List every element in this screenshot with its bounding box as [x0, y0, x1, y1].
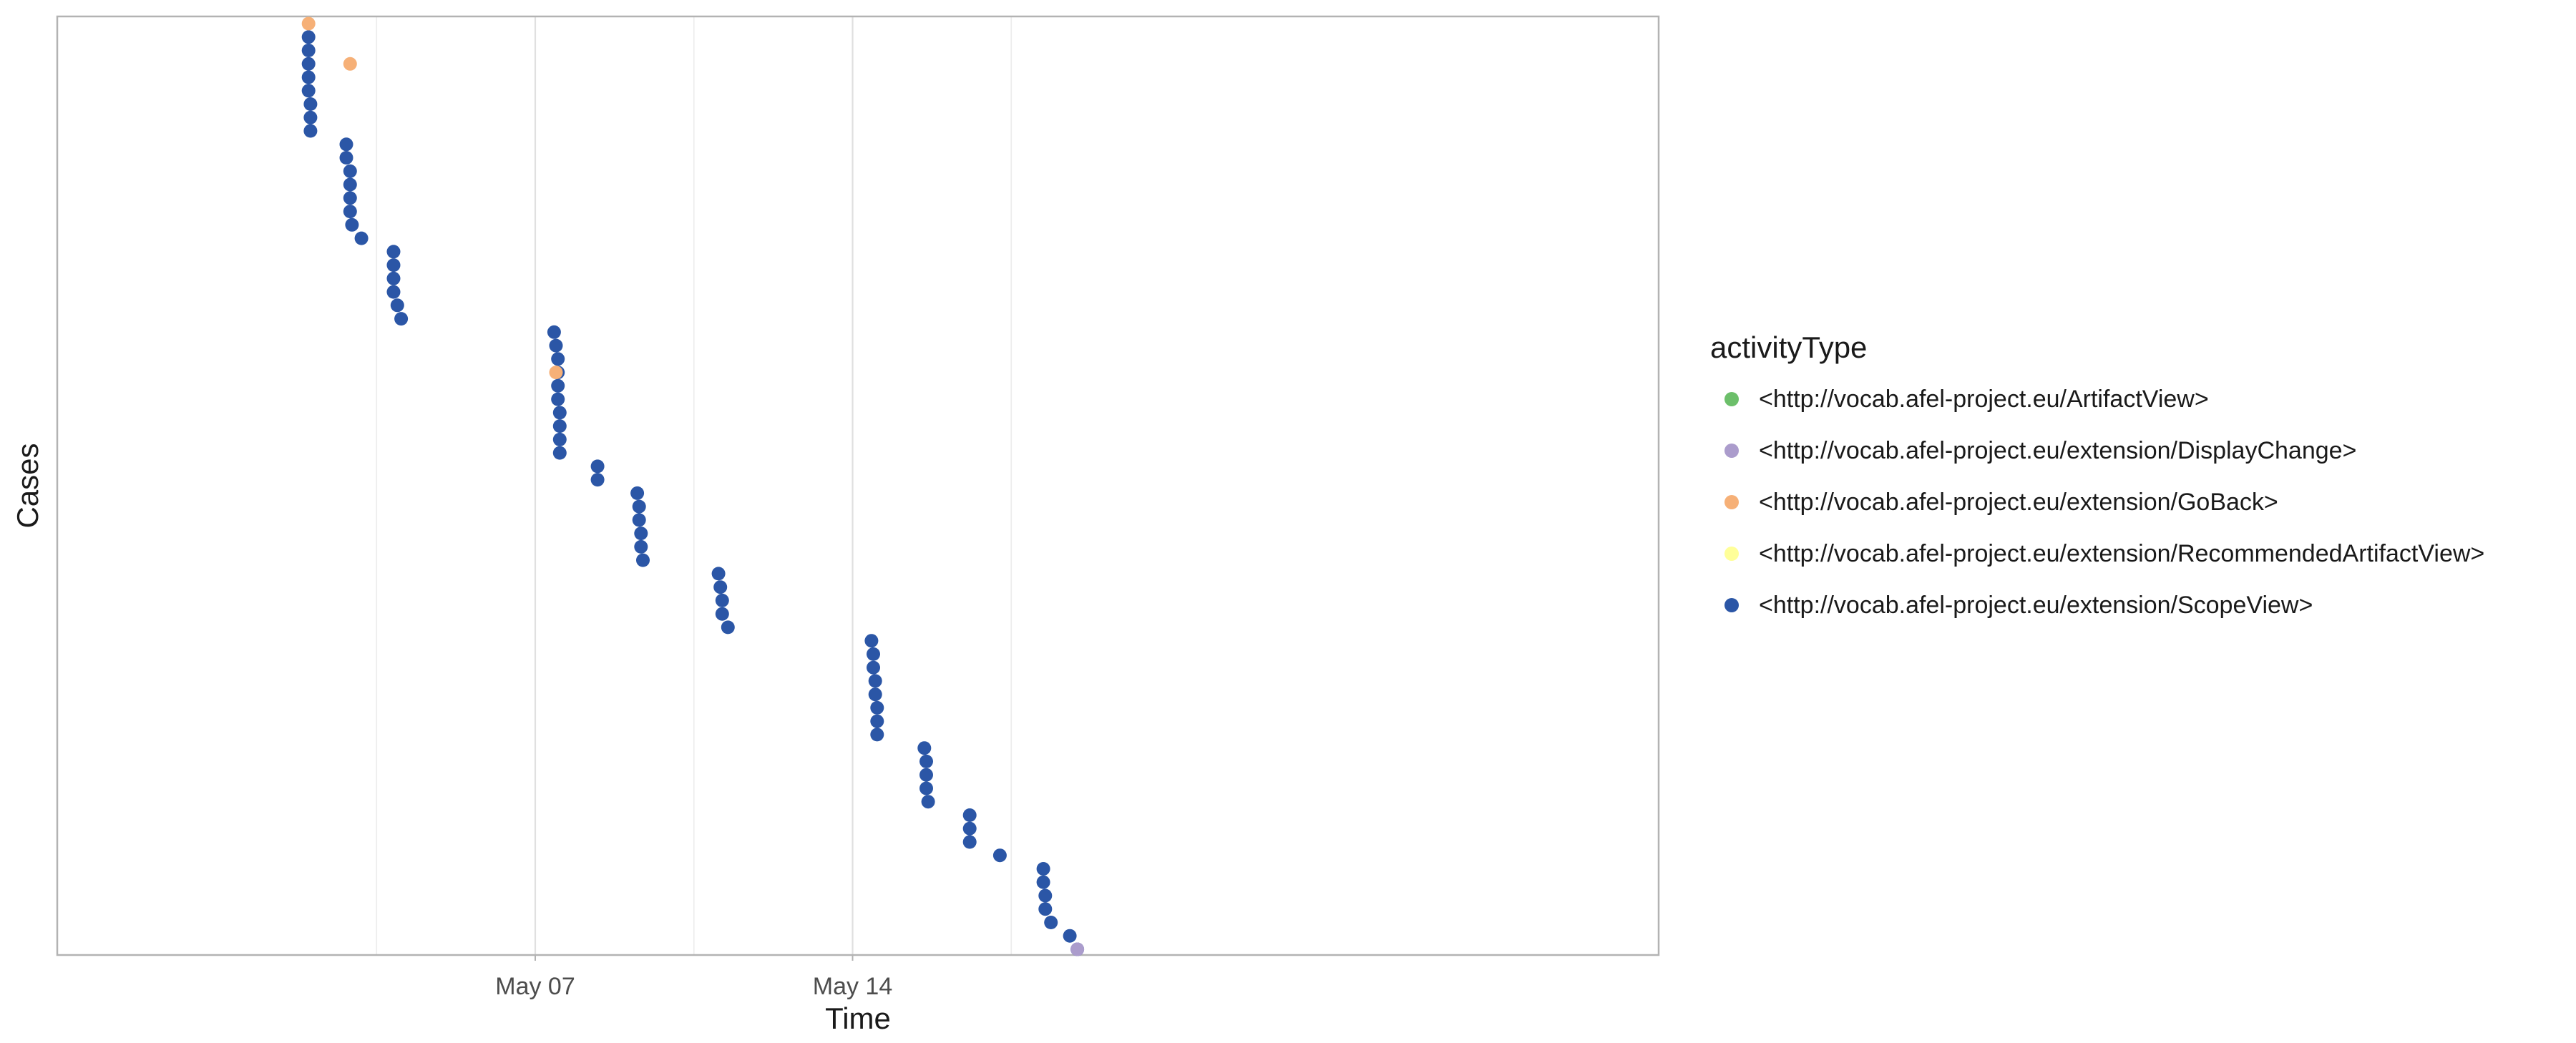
- data-point: [303, 124, 318, 138]
- data-point: [343, 57, 357, 71]
- data-point: [715, 607, 729, 621]
- data-point: [552, 446, 567, 460]
- data-point: [711, 567, 726, 581]
- data-point: [551, 378, 565, 393]
- data-point: [301, 84, 316, 98]
- data-point: [549, 338, 563, 353]
- legend-items: <http://vocab.afel-project.eu/ArtifactVi…: [1710, 373, 2484, 631]
- data-point: [549, 366, 563, 380]
- data-point: [303, 110, 318, 124]
- data-point: [345, 217, 359, 232]
- data-point: [917, 741, 932, 755]
- legend-title: activityType: [1710, 330, 1868, 364]
- data-point: [632, 499, 646, 514]
- legend-item: <http://vocab.afel-project.eu/extension/…: [1710, 476, 2484, 528]
- x-tick-label: May 14: [813, 973, 893, 1000]
- y-axis-title: Cases: [11, 443, 44, 528]
- legend-item: <http://vocab.afel-project.eu/extension/…: [1710, 579, 2484, 631]
- data-point: [634, 539, 648, 554]
- data-point: [919, 768, 933, 782]
- x-axis-ticks: May 07 May 14: [495, 955, 892, 1000]
- data-point: [301, 57, 316, 71]
- data-point: [551, 352, 565, 366]
- data-points: [301, 16, 1085, 956]
- data-point: [867, 660, 880, 675]
- legend-key-dot: [1724, 444, 1739, 458]
- data-point: [1038, 902, 1053, 916]
- legend-key-dot: [1724, 547, 1739, 561]
- legend-label: <http://vocab.afel-project.eu/ArtifactVi…: [1759, 385, 2209, 413]
- data-point: [921, 795, 935, 809]
- data-point: [339, 137, 353, 152]
- data-point: [1036, 862, 1050, 876]
- data-point: [301, 16, 316, 31]
- data-point: [552, 406, 567, 420]
- data-point: [962, 821, 977, 836]
- data-point: [868, 674, 882, 688]
- data-point: [630, 486, 645, 500]
- data-point: [632, 513, 646, 527]
- data-point: [868, 687, 882, 702]
- data-point: [870, 714, 884, 728]
- data-point: [386, 258, 401, 273]
- legend-label: <http://vocab.afel-project.eu/extension/…: [1759, 436, 2357, 464]
- data-point: [339, 151, 353, 165]
- data-point: [343, 177, 357, 192]
- legend-item: <http://vocab.afel-project.eu/ArtifactVi…: [1710, 373, 2484, 425]
- data-point: [870, 700, 884, 715]
- data-point: [303, 97, 318, 111]
- data-point: [552, 419, 567, 434]
- x-tick-label: May 07: [495, 973, 575, 1000]
- data-point: [715, 593, 729, 607]
- data-point: [394, 312, 409, 326]
- data-point: [1044, 916, 1058, 929]
- data-point: [301, 44, 316, 57]
- legend-label: <http://vocab.afel-project.eu/extension/…: [1759, 591, 2313, 619]
- data-point: [919, 781, 933, 795]
- legend-key-dot: [1724, 392, 1739, 406]
- data-point: [547, 325, 561, 339]
- data-point: [721, 620, 735, 635]
- x-axis-title: Time: [825, 1002, 891, 1035]
- data-point: [919, 754, 933, 768]
- data-point: [867, 647, 880, 661]
- data-point: [713, 580, 728, 594]
- data-point: [390, 298, 404, 313]
- legend-item: <http://vocab.afel-project.eu/extension/…: [1710, 528, 2484, 579]
- data-point: [552, 432, 567, 446]
- data-point: [551, 392, 565, 406]
- data-point: [386, 245, 401, 259]
- grid-lines: [376, 16, 1013, 955]
- data-point: [962, 808, 977, 822]
- data-point: [992, 848, 1007, 863]
- data-point: [1036, 875, 1050, 889]
- data-point: [343, 191, 357, 205]
- data-point: [590, 459, 605, 474]
- legend-item: <http://vocab.afel-project.eu/extension/…: [1710, 425, 2484, 476]
- legend-label: <http://vocab.afel-project.eu/extension/…: [1759, 539, 2485, 567]
- data-point: [590, 473, 605, 487]
- data-point: [301, 70, 316, 84]
- data-point: [1063, 929, 1077, 943]
- data-point: [870, 728, 884, 742]
- data-point: [343, 205, 357, 219]
- data-point: [386, 285, 401, 299]
- data-point: [343, 164, 357, 178]
- data-point: [962, 835, 977, 849]
- data-point: [1038, 888, 1053, 903]
- data-point: [1070, 942, 1085, 956]
- legend: activityType <http://vocab.afel-project.…: [1710, 330, 2484, 631]
- legend-key-dot: [1724, 598, 1739, 612]
- data-point: [634, 527, 648, 541]
- legend-key-dot: [1724, 495, 1739, 509]
- data-point: [386, 271, 401, 285]
- data-point: [301, 30, 316, 44]
- data-point: [636, 553, 650, 567]
- data-point: [864, 634, 879, 648]
- legend-label: <http://vocab.afel-project.eu/extension/…: [1759, 488, 2278, 516]
- data-point: [354, 231, 369, 245]
- plot-panel-border: [56, 15, 1660, 956]
